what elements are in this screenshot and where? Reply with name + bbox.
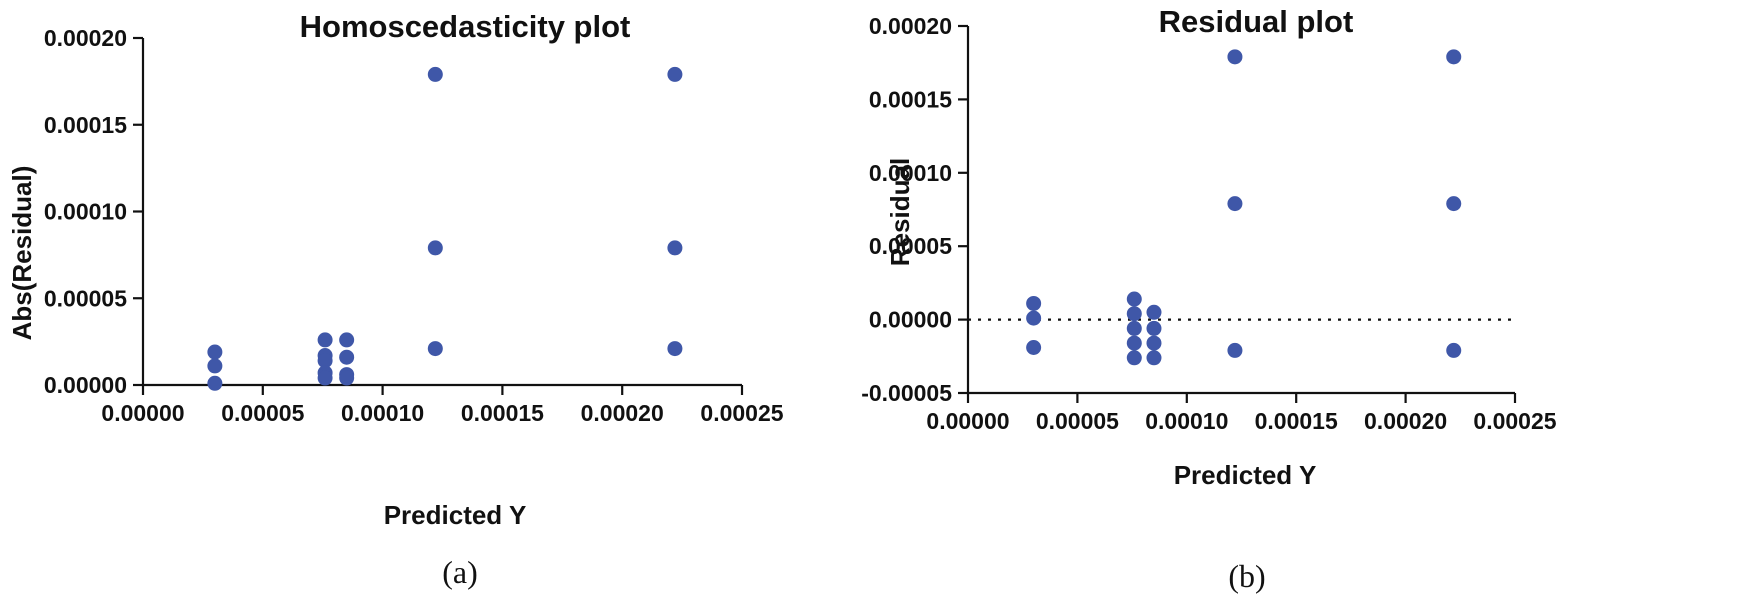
data-point (427, 341, 443, 357)
data-point (1227, 342, 1243, 358)
data-point (1227, 196, 1243, 212)
data-point (1446, 196, 1462, 212)
data-point (1446, 49, 1462, 65)
x-tick-label: 0.00010 (1145, 408, 1228, 434)
data-point (667, 341, 683, 357)
x-ticks: 0.00000 0.00005 0.00010 0.00015 0.00020 0.000… (101, 385, 784, 426)
x-tick-label: 0.00020 (581, 400, 664, 426)
data-point (1126, 350, 1142, 366)
data-point (1146, 350, 1162, 366)
y-tick-label: 0.00020 (44, 25, 127, 51)
axes (966, 26, 1515, 395)
data-point (339, 349, 355, 365)
y-tick-label: 0.00015 (44, 112, 127, 138)
x-tick-label: 0.00005 (221, 400, 304, 426)
data-point (207, 358, 223, 374)
y-tick-label: 0.00015 (869, 86, 952, 112)
data-point (1146, 320, 1162, 336)
data-point (667, 66, 683, 82)
data-point (667, 240, 683, 256)
data-point (1126, 306, 1142, 322)
data-point (1126, 320, 1142, 336)
y-tick-label: 0.00000 (44, 372, 127, 398)
x-tick-label: 0.00010 (341, 400, 424, 426)
chart-title: Homoscedasticity plot (300, 9, 631, 44)
y-ticks: 0.00000 0.00005 0.00010 0.00015 0.00020 (44, 25, 143, 398)
y-tick-label: 0.00000 (869, 307, 952, 333)
x-tick-label: 0.00005 (1036, 408, 1119, 434)
x-tick-label: 0.00025 (700, 400, 783, 426)
y-tick-label: -0.00005 (861, 380, 952, 406)
data-point (339, 332, 355, 348)
homoscedasticity-plot-panel: Homoscedasticity plot Predicted Y Abs(Re… (7, 9, 784, 590)
x-axis-label: Predicted Y (384, 500, 527, 530)
data-point (427, 240, 443, 256)
data-point (1146, 304, 1162, 320)
data-points (1026, 49, 1462, 366)
data-points (207, 66, 683, 391)
x-tick-label: 0.00025 (1473, 408, 1556, 434)
chart-title: Residual plot (1159, 4, 1354, 39)
y-axis-label: Abs(Residual) (7, 166, 37, 341)
y-tick-label: 0.00010 (44, 199, 127, 225)
residual-plot-panel: Residual plot Predicted Y Residual (b) 0… (861, 4, 1557, 594)
data-point (1026, 310, 1042, 326)
data-point (1126, 291, 1142, 307)
data-point (1126, 335, 1142, 351)
data-point (1227, 49, 1243, 65)
data-point (207, 344, 223, 360)
data-point (1146, 335, 1162, 351)
x-tick-label: 0.00015 (461, 400, 544, 426)
y-tick-label: 0.00005 (869, 233, 952, 259)
y-tick-label: 0.00010 (869, 160, 952, 186)
data-point (1026, 339, 1042, 355)
y-tick-label: 0.00020 (869, 13, 952, 39)
y-ticks: -0.00005 0.00000 0.00005 0.00010 0.00015 0.00… (861, 13, 968, 406)
x-tick-label: 0.00015 (1255, 408, 1338, 434)
data-point (339, 370, 355, 386)
data-point (317, 370, 333, 386)
y-axis-label: Residual (885, 158, 915, 266)
x-tick-label: 0.00000 (926, 408, 1009, 434)
x-tick-label: 0.00000 (101, 400, 184, 426)
panel-caption: (a) (442, 554, 478, 590)
data-point (1446, 342, 1462, 358)
panel-caption: (b) (1228, 558, 1265, 594)
x-ticks: 0.00000 0.00005 0.00010 0.00015 0.00020 0.000… (926, 393, 1557, 434)
axes (141, 38, 742, 387)
data-point (317, 353, 333, 369)
data-point (317, 332, 333, 348)
data-point (207, 375, 223, 391)
y-tick-label: 0.00005 (44, 285, 127, 311)
x-axis-label: Predicted Y (1174, 460, 1317, 490)
data-point (427, 66, 443, 82)
data-point (1026, 295, 1042, 311)
x-tick-label: 0.00020 (1364, 408, 1447, 434)
